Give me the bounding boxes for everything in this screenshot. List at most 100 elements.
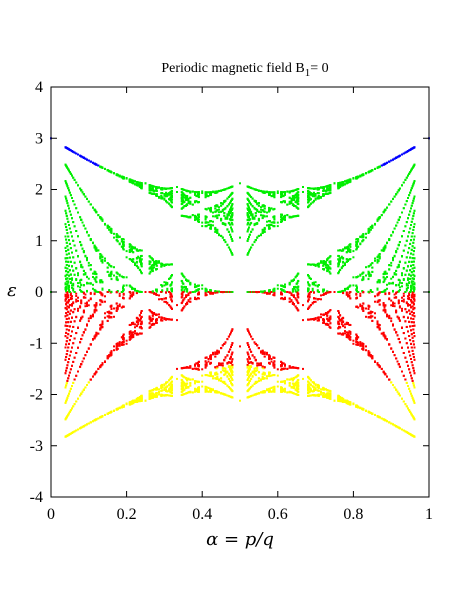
data-point	[120, 245, 123, 248]
data-point	[248, 346, 250, 348]
data-point	[195, 380, 198, 383]
data-point	[221, 291, 224, 294]
data-point	[149, 266, 152, 269]
data-point	[89, 421, 92, 424]
data-point	[357, 343, 360, 346]
data-point	[92, 287, 94, 290]
data-point	[77, 370, 79, 373]
data-point	[257, 364, 260, 367]
data-point	[352, 403, 355, 406]
data-point	[218, 214, 220, 217]
data-point	[392, 423, 394, 426]
data-point	[97, 332, 100, 335]
data-point	[260, 362, 262, 365]
data-point	[257, 204, 260, 207]
data-point	[87, 234, 90, 237]
data-point	[68, 210, 71, 213]
data-point	[137, 249, 140, 252]
data-point	[229, 208, 232, 211]
data-point	[288, 366, 291, 369]
data-point	[320, 388, 322, 391]
data-point	[405, 360, 408, 363]
data-point	[284, 290, 286, 293]
data-point	[185, 392, 187, 395]
data-point	[144, 182, 147, 185]
data-point	[135, 184, 138, 187]
data-point	[137, 321, 140, 324]
data-point	[72, 200, 75, 203]
data-point	[101, 325, 104, 328]
data-point	[212, 224, 214, 227]
data-point	[131, 181, 133, 184]
data-point	[307, 381, 310, 384]
data-point	[163, 194, 166, 197]
data-point	[251, 384, 254, 387]
data-point	[405, 221, 408, 224]
data-point	[135, 248, 138, 251]
data-point	[407, 316, 409, 319]
data-point	[155, 292, 157, 295]
data-point	[410, 187, 413, 190]
data-point	[67, 285, 70, 288]
data-point	[408, 172, 411, 175]
data-point	[131, 259, 133, 261]
data-point	[405, 269, 408, 272]
data-point	[79, 241, 82, 243]
data-point	[410, 220, 413, 223]
data-point	[392, 350, 394, 353]
data-point	[309, 202, 312, 205]
data-point	[401, 255, 403, 258]
data-point	[67, 168, 70, 171]
data-point	[386, 375, 388, 378]
data-point	[339, 249, 342, 252]
data-point	[69, 172, 72, 175]
data-point	[226, 213, 229, 216]
data-point	[79, 154, 82, 157]
data-point	[309, 318, 312, 321]
data-point	[89, 264, 92, 267]
data-point	[120, 291, 123, 293]
data-point	[311, 318, 314, 321]
data-point	[410, 333, 413, 336]
data-point	[71, 295, 73, 298]
data-point	[113, 274, 115, 277]
data-point	[320, 298, 322, 301]
data-point	[165, 381, 167, 384]
data-point	[212, 353, 214, 356]
data-point	[314, 394, 317, 397]
data-point	[342, 333, 345, 336]
data-point	[311, 192, 314, 195]
data-point	[204, 356, 207, 359]
data-point	[79, 187, 82, 190]
data-point	[402, 374, 405, 377]
data-point	[227, 378, 230, 381]
data-point	[357, 240, 360, 243]
data-point	[251, 291, 254, 293]
data-point	[73, 203, 76, 206]
data-point	[344, 289, 346, 292]
data-point	[87, 304, 90, 307]
data-point	[256, 369, 259, 372]
data-point	[197, 293, 200, 296]
data-point	[359, 406, 362, 409]
data-point	[166, 381, 169, 384]
data-point	[138, 319, 141, 322]
data-point	[220, 189, 223, 192]
data-point	[276, 190, 279, 193]
data-point	[138, 249, 141, 252]
data-point	[77, 397, 79, 400]
data-point	[115, 302, 118, 305]
data-point	[165, 188, 167, 190]
data-point	[253, 188, 256, 191]
data-point	[273, 390, 276, 393]
data-point	[218, 211, 220, 214]
data-point	[69, 292, 72, 295]
data-point	[71, 385, 73, 387]
data-point	[377, 218, 380, 221]
data-point	[248, 355, 250, 358]
data-point	[69, 309, 72, 312]
data-point	[257, 347, 260, 349]
data-point	[120, 306, 123, 309]
data-point	[185, 204, 187, 207]
data-point	[82, 284, 85, 287]
